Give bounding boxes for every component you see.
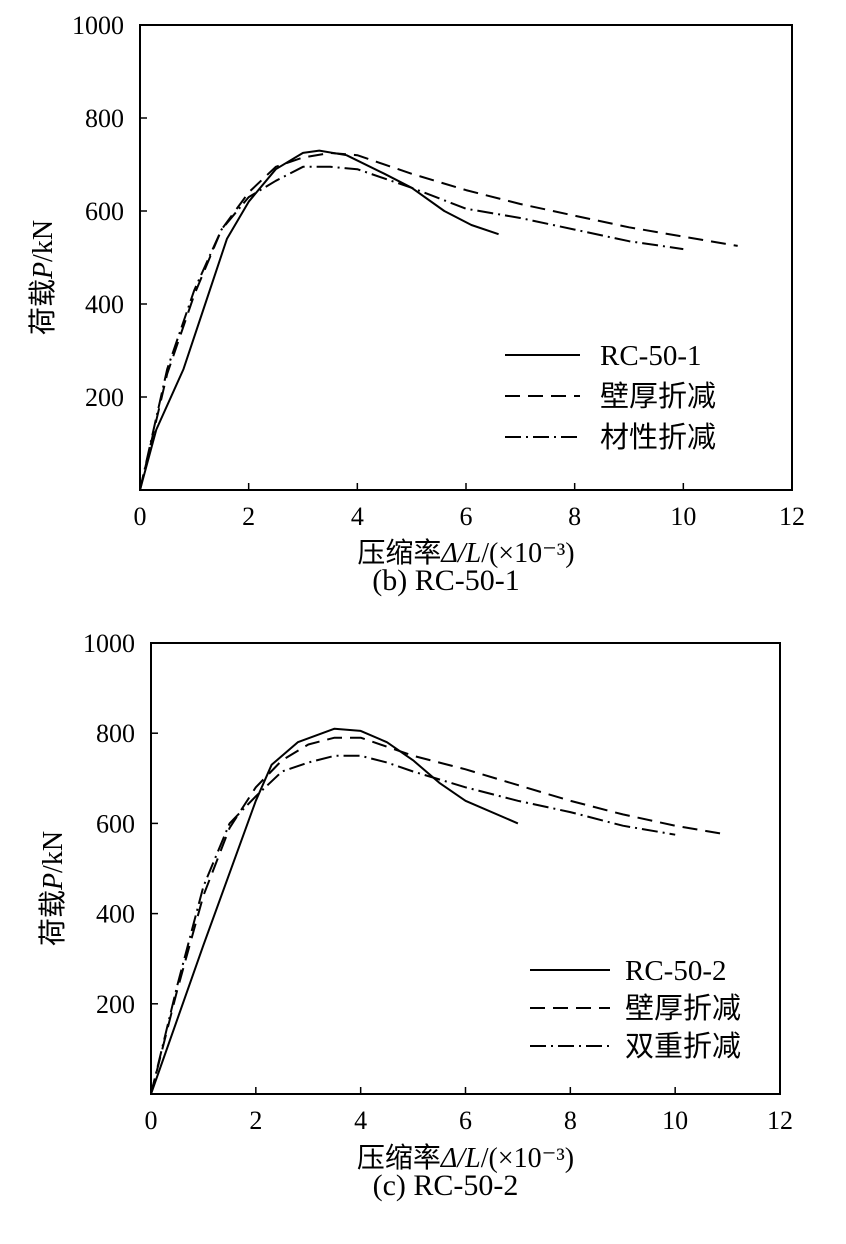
plot-frame	[139, 24, 793, 491]
x-tick-label: 0	[145, 1106, 158, 1135]
figure-caption: (b) RC-50-1	[372, 564, 519, 597]
y-tick-label: 800	[85, 104, 124, 133]
y-tick-label: 800	[96, 719, 135, 748]
y-tick-label: 400	[85, 290, 124, 319]
x-label-var: Δ/L	[440, 538, 481, 569]
x-label-unit: /(×10⁻³)	[481, 538, 574, 569]
x-tick-label: 4	[354, 1106, 367, 1135]
y-tick-label: 200	[96, 990, 135, 1019]
series-line-3	[150, 754, 676, 1095]
y-tick-label: 600	[96, 809, 135, 838]
legend-label: 壁厚折减	[600, 380, 716, 413]
series-line-3	[139, 165, 684, 491]
y-label-var: P	[28, 262, 59, 280]
y-tick-label: 400	[96, 900, 135, 929]
y-tick-label: 600	[85, 197, 124, 226]
y-label-unit: /kN	[28, 220, 59, 262]
x-label-unit: /(×10⁻³)	[481, 1143, 574, 1174]
series-line-1	[139, 149, 499, 491]
legend-label: RC-50-1	[600, 340, 702, 372]
y-axis-label: 荷载P/kN	[27, 220, 59, 335]
x-tick-label: 2	[242, 502, 255, 531]
x-tick-label: 12	[779, 502, 805, 531]
x-tick-label: 8	[568, 502, 581, 531]
x-axis-label: 压缩率Δ/L/(×10⁻³)	[357, 537, 574, 569]
x-label-var: Δ/L	[440, 1143, 481, 1174]
legend-label: RC-50-2	[625, 955, 727, 987]
y-axis-label: 荷载P/kN	[37, 831, 69, 946]
y-tick-label: 200	[85, 383, 124, 412]
series-line-2	[150, 736, 728, 1095]
y-tick-label: 1000	[83, 629, 135, 658]
y-tick-label: 1000	[72, 11, 124, 40]
y-label-prefix: 荷载	[37, 890, 69, 946]
x-tick-label: 6	[459, 1106, 472, 1135]
plot-frame	[150, 642, 781, 1095]
x-tick-label: 10	[662, 1106, 688, 1135]
x-tick-label: 10	[670, 502, 696, 531]
x-tick-label: 6	[460, 502, 473, 531]
legend-label: 材性折减	[600, 421, 716, 454]
x-axis-label: 压缩率Δ/L/(×10⁻³)	[357, 1142, 574, 1174]
y-label-var: P	[38, 873, 69, 891]
chart-panel-1: 0 2 4 6 8 10 12 200 400 600 800 1000 荷载P/kN 压缩率Δ/L/(×…	[27, 11, 805, 597]
x-tick-label: 8	[564, 1106, 577, 1135]
x-tick-label: 4	[351, 502, 364, 531]
x-label-prefix: 压缩率	[357, 1142, 441, 1174]
chart-panel-2: 0 2 4 6 8 10 12 200 400 600 800 1000 荷载P/kN 压缩率Δ/L/(×…	[37, 629, 793, 1202]
figure-caption: (c) RC-50-2	[373, 1169, 519, 1202]
y-label-prefix: 荷载	[27, 279, 59, 335]
series-line-1	[150, 727, 519, 1095]
legend-label: 壁厚折减	[625, 992, 741, 1025]
y-label-unit: /kN	[38, 831, 69, 873]
legend-label: 双重折减	[625, 1030, 741, 1063]
x-tick-label: 0	[134, 502, 147, 531]
x-label-prefix: 压缩率	[357, 537, 441, 569]
x-tick-label: 2	[249, 1106, 262, 1135]
x-tick-label: 12	[767, 1106, 793, 1135]
